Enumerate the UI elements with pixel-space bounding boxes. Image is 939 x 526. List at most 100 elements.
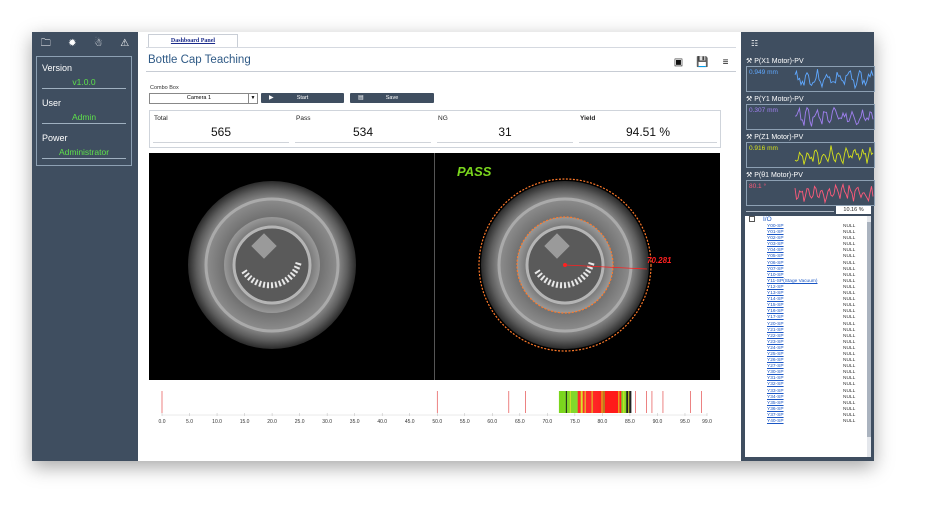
- io-row[interactable]: Y10-SP NULL: [767, 273, 867, 279]
- save-button[interactable]: ▤ Save: [350, 93, 434, 103]
- io-row[interactable]: Y21-SP NULL: [767, 328, 867, 334]
- io-name[interactable]: Y17-SP: [767, 315, 784, 321]
- io-row[interactable]: Y03-SP NULL: [767, 242, 867, 248]
- io-name[interactable]: Y13-SP: [767, 291, 784, 297]
- io-state: NULL: [843, 370, 856, 376]
- io-state: NULL: [843, 351, 856, 357]
- io-row[interactable]: Y26-SP NULL: [767, 358, 867, 364]
- io-name[interactable]: Y00-SP: [767, 224, 784, 229]
- histogram-tick-label: 60.0: [487, 419, 498, 425]
- io-row[interactable]: Y04-SP NULL: [767, 248, 867, 254]
- io-state: NULL: [843, 376, 856, 382]
- io-name[interactable]: Y31-SP: [767, 376, 784, 382]
- io-row[interactable]: Y02-SP NULL: [767, 236, 867, 242]
- io-row[interactable]: Y20-SP NULL: [767, 322, 867, 328]
- io-name[interactable]: Y11-SP(Stage Vacuum): [767, 278, 818, 284]
- io-state: NULL: [843, 242, 856, 248]
- stat-total-value: 565: [210, 125, 232, 139]
- io-row[interactable]: Y12-SP NULL: [767, 285, 867, 291]
- io-name[interactable]: Y24-SP: [767, 345, 784, 351]
- network-icon[interactable]: ☷: [751, 39, 759, 48]
- io-row[interactable]: Y31-SP NULL: [767, 376, 867, 382]
- io-name[interactable]: Y26-SP: [767, 358, 784, 364]
- io-name[interactable]: Y02-SP: [767, 236, 784, 242]
- io-name[interactable]: Y40-SP: [767, 419, 784, 424]
- scrollbar-thumb[interactable]: [867, 222, 871, 437]
- io-name[interactable]: Y05-SP: [767, 254, 784, 260]
- io-row[interactable]: Y16-SP NULL: [767, 309, 867, 315]
- menu-icon[interactable]: ≡: [722, 57, 729, 68]
- io-name[interactable]: Y22-SP: [767, 333, 784, 339]
- io-name[interactable]: Y21-SP: [767, 327, 784, 333]
- collapse-icon[interactable]: [749, 216, 755, 223]
- save-disk-icon[interactable]: 💾: [696, 57, 709, 68]
- io-row[interactable]: Y11-SP(Stage Vacuum) NULL: [767, 279, 867, 285]
- camera-select[interactable]: Camera 1 ▼: [149, 93, 258, 104]
- io-row[interactable]: Y15-SP NULL: [767, 303, 867, 309]
- io-row[interactable]: Y05-SP NULL: [767, 254, 867, 260]
- io-state: NULL: [843, 291, 856, 297]
- io-name[interactable]: Y04-SP: [767, 248, 784, 254]
- bug-icon[interactable]: ✹: [68, 38, 77, 49]
- chevron-down-icon[interactable]: ▼: [248, 94, 257, 103]
- warning-icon[interactable]: ⚠: [120, 38, 130, 49]
- motor-icon: ⚒: [746, 172, 755, 179]
- io-scrollbar[interactable]: [867, 216, 871, 457]
- io-name[interactable]: Y23-SP: [767, 339, 784, 345]
- io-row[interactable]: Y17-SP NULL: [767, 315, 867, 321]
- export-icon[interactable]: ▣: [673, 57, 684, 68]
- io-row[interactable]: Y13-SP NULL: [767, 291, 867, 297]
- stat-total: Total 565: [150, 111, 292, 147]
- io-state: NULL: [843, 230, 856, 236]
- io-row[interactable]: Y35-SP NULL: [767, 401, 867, 407]
- io-state: NULL: [843, 315, 856, 321]
- io-name[interactable]: Y12-SP: [767, 284, 784, 290]
- io-row[interactable]: Y23-SP NULL: [767, 340, 867, 346]
- io-row[interactable]: Y32-SP NULL: [767, 382, 867, 388]
- io-row[interactable]: Y25-SP NULL: [767, 352, 867, 358]
- io-name[interactable]: Y35-SP: [767, 400, 784, 406]
- io-name[interactable]: Y14-SP: [767, 297, 784, 303]
- io-name[interactable]: Y15-SP: [767, 303, 784, 309]
- io-panel: I/O Y00-SP NULL Y01-SP NULL Y02-SP NULL Y03-SP…: [745, 216, 871, 457]
- io-row[interactable]: Y00-SP NULL: [767, 224, 867, 230]
- io-row[interactable]: Y01-SP NULL: [767, 230, 867, 236]
- io-row[interactable]: Y14-SP NULL: [767, 297, 867, 303]
- io-name[interactable]: Y06-SP: [767, 260, 784, 266]
- io-name[interactable]: Y33-SP: [767, 388, 784, 394]
- io-name[interactable]: Y03-SP: [767, 242, 784, 248]
- tab-dashboard-panel[interactable]: Dashboard Panel: [148, 34, 238, 48]
- io-row[interactable]: Y37-SP NULL: [767, 413, 867, 419]
- io-name[interactable]: Y27-SP: [767, 364, 784, 370]
- motor-name: ⚒ P(Y1 Motor)-PV: [746, 96, 804, 103]
- io-row[interactable]: Y06-SP NULL: [767, 261, 867, 267]
- io-state: NULL: [843, 272, 856, 278]
- io-name[interactable]: Y01-SP: [767, 230, 784, 236]
- io-name[interactable]: Y30-SP: [767, 370, 784, 376]
- io-name[interactable]: Y36-SP: [767, 406, 784, 412]
- folder-icon[interactable]: 🗀: [40, 38, 51, 49]
- io-name[interactable]: Y32-SP: [767, 382, 784, 388]
- io-name[interactable]: Y37-SP: [767, 412, 784, 418]
- io-row[interactable]: Y27-SP NULL: [767, 364, 867, 370]
- io-row[interactable]: Y34-SP NULL: [767, 395, 867, 401]
- motor-chart: 0.949 mm: [746, 66, 875, 92]
- io-row[interactable]: Y07-SP NULL: [767, 267, 867, 273]
- io-row[interactable]: Y30-SP NULL: [767, 370, 867, 376]
- io-name[interactable]: Y25-SP: [767, 351, 784, 357]
- io-name[interactable]: Y07-SP: [767, 266, 784, 272]
- io-row[interactable]: Y36-SP NULL: [767, 407, 867, 413]
- io-header[interactable]: I/O: [749, 216, 772, 223]
- io-name[interactable]: Y20-SP: [767, 321, 784, 327]
- start-button[interactable]: ▶ Start: [261, 93, 344, 103]
- camera-select-value: Camera 1: [186, 95, 212, 101]
- io-row[interactable]: Y33-SP NULL: [767, 389, 867, 395]
- robot-icon[interactable]: ☃: [93, 38, 103, 49]
- io-name[interactable]: Y10-SP: [767, 272, 784, 278]
- io-name[interactable]: Y34-SP: [767, 394, 784, 400]
- io-row[interactable]: Y22-SP NULL: [767, 334, 867, 340]
- io-name[interactable]: Y16-SP: [767, 309, 784, 315]
- io-row[interactable]: Y40-SP NULL: [767, 419, 867, 425]
- histogram-tick-label: 20.0: [267, 419, 277, 425]
- io-row[interactable]: Y24-SP NULL: [767, 346, 867, 352]
